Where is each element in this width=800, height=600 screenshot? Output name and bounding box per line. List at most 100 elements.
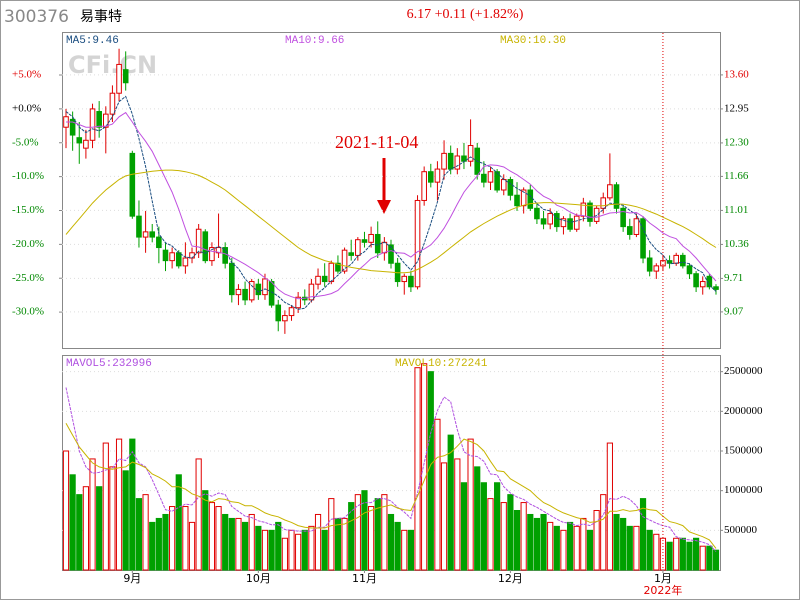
ma-line (65, 422, 717, 549)
candle-body (222, 247, 228, 264)
candle-body (308, 283, 315, 301)
candle-body (454, 155, 461, 170)
candle-body (600, 197, 607, 209)
candle-body (673, 254, 680, 264)
volume-bar (454, 458, 461, 571)
volume-bar (162, 513, 169, 571)
candle-body (361, 239, 368, 243)
volume-bar (653, 533, 660, 571)
volume-bar (129, 438, 136, 571)
year-label: 2022年 (643, 583, 682, 597)
legend-entry: MAVOL5:232996 (66, 358, 152, 370)
volume-bar (500, 502, 507, 571)
volume-bar (507, 494, 514, 571)
quote: 6.17 +0.11 (+1.82%) (407, 7, 524, 22)
candle-body (368, 233, 374, 243)
volume-bar (586, 529, 594, 571)
candle-body (408, 275, 414, 288)
candle-body (500, 179, 507, 191)
candle-body (607, 184, 613, 199)
volume-bar (202, 490, 209, 571)
y2-tick-label: -30.0% (12, 306, 44, 318)
candle-body (547, 213, 553, 225)
candle-body (275, 304, 282, 322)
y-tick-label: 11.66 (724, 170, 749, 182)
volume-bar (633, 525, 640, 571)
volume-bar (281, 537, 288, 571)
volume-bar (314, 513, 322, 571)
volume-bar (613, 513, 620, 571)
candle-body (414, 199, 421, 288)
volume-bar (620, 517, 627, 571)
y-tick-label: 1500000 (724, 445, 763, 457)
volume-bar (494, 482, 501, 571)
candle-body (620, 207, 626, 228)
candle-body (136, 215, 142, 238)
candle-body (560, 218, 567, 228)
candle-body (507, 179, 514, 196)
candle-body (421, 171, 427, 201)
volume-bar (374, 498, 381, 571)
volume-bar (149, 521, 156, 571)
candle-body (540, 218, 547, 225)
candle-body (401, 275, 408, 283)
candle-body (653, 265, 660, 272)
watermark: CFi.CN (68, 51, 157, 79)
volume-bar (175, 474, 182, 571)
volume-bar (268, 529, 275, 571)
candle-body (481, 173, 487, 183)
candle-body (355, 239, 361, 256)
candle-body (567, 218, 573, 230)
y-tick-label: 500000 (724, 524, 758, 536)
candle-body (129, 152, 136, 217)
candle-body (527, 189, 534, 209)
volume-bar (593, 509, 600, 571)
y2-tick-label: +5.0% (12, 69, 41, 81)
volume-bar (341, 517, 348, 571)
volume-bar (679, 537, 686, 571)
legend-entry: MA5:9.46 (66, 35, 119, 47)
candle-body (175, 252, 182, 267)
volume-bar (328, 498, 335, 571)
candle-body (633, 218, 640, 235)
y-tick-label: 10.36 (724, 238, 749, 250)
volume-bar (275, 521, 282, 571)
candle-body (76, 137, 83, 144)
candle-body (646, 257, 653, 272)
candle-body (122, 69, 129, 84)
candle-body (182, 257, 189, 267)
candle-body (96, 111, 102, 128)
y-tick-label: 9.71 (724, 272, 743, 284)
volume-bar (182, 506, 189, 571)
volume-bar (381, 494, 388, 571)
y-tick-label: 1000000 (724, 484, 763, 496)
y-tick-label: 11.01 (724, 204, 748, 216)
candle-body (374, 233, 381, 254)
volume-bar (487, 498, 494, 571)
volume-bar (401, 529, 408, 571)
volume-bar (566, 521, 574, 571)
candle-body (381, 241, 388, 254)
volume-bar (142, 494, 149, 571)
candle-body (335, 262, 341, 272)
candle-body (447, 152, 454, 170)
y2-tick-label: -20.0% (12, 238, 44, 250)
annotation-arrow-head (377, 200, 391, 214)
volume-bar (673, 537, 680, 571)
y2-tick-label: -15.0% (12, 204, 44, 216)
candle-body (713, 286, 719, 290)
volume-bar (540, 513, 547, 571)
x-tick-label: 1月 (654, 572, 672, 585)
stock-code: 300376 (4, 7, 69, 27)
candle-body (116, 63, 122, 94)
candle-body (680, 254, 686, 267)
ma-line (65, 169, 717, 274)
volume-bar (560, 529, 567, 571)
price-panel (62, 32, 721, 349)
candle-body (282, 315, 288, 322)
volume-bar (553, 525, 560, 571)
candle-body (288, 307, 295, 317)
volume-bar (354, 494, 361, 571)
candle-body (461, 155, 467, 162)
